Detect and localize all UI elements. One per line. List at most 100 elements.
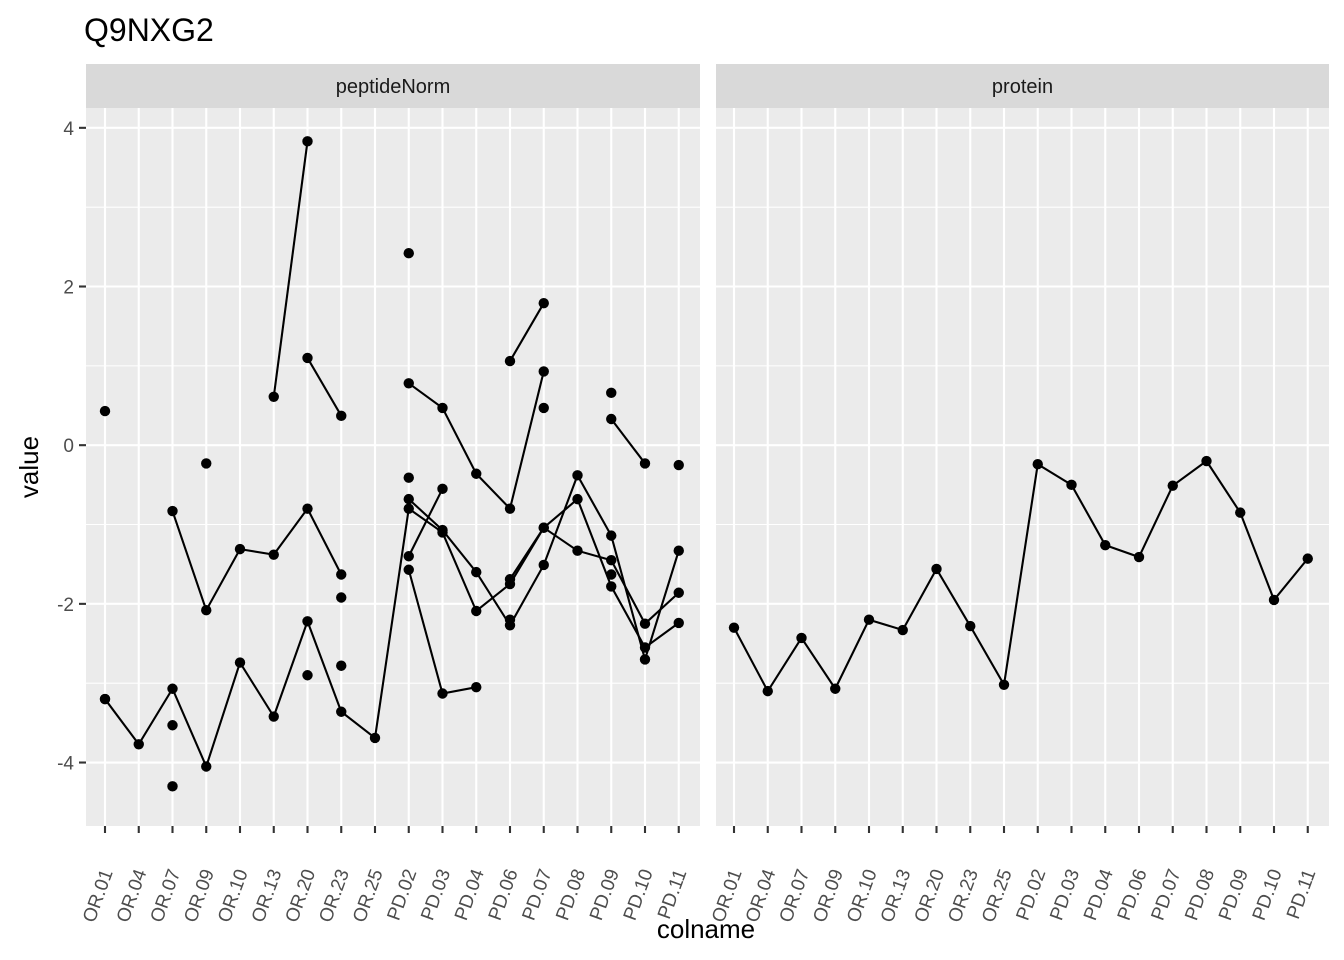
data-point — [201, 458, 212, 469]
x-tick-label: PD.11 — [1283, 867, 1320, 922]
data-point — [336, 569, 347, 580]
x-tick-label: OR.01 — [79, 867, 118, 926]
data-point — [1201, 455, 1212, 467]
data-point — [1032, 459, 1043, 470]
x-tick-label: OR.20 — [282, 867, 321, 926]
x-tick-label: OR.13 — [248, 867, 287, 926]
x-tick-label: PD.06 — [485, 867, 523, 924]
data-point — [639, 618, 651, 629]
data-point — [167, 683, 178, 694]
data-point — [1302, 553, 1313, 564]
strip-background — [716, 64, 1329, 108]
y-tick-label: 2 — [63, 278, 74, 299]
data-point — [639, 458, 651, 469]
data-point — [796, 632, 807, 644]
y-tick-label: 4 — [63, 119, 74, 140]
x-tick-label: PD.07 — [519, 867, 557, 924]
data-point — [1133, 551, 1145, 563]
data-point — [1167, 480, 1178, 491]
data-point — [99, 405, 111, 417]
series-line — [509, 497, 680, 650]
data-point — [572, 493, 583, 505]
data-point — [437, 524, 448, 536]
data-point — [673, 459, 684, 471]
x-tick-label: OR.09 — [809, 867, 848, 926]
data-point — [1268, 594, 1280, 606]
data-point — [572, 470, 583, 481]
data-point — [336, 592, 347, 603]
x-tick-label: OR.13 — [877, 867, 916, 926]
data-point — [302, 670, 313, 681]
data-point — [336, 706, 347, 717]
data-point — [673, 545, 684, 556]
facet-peptideNorm: peptideNorm OR.01OR.04OR.07OR.09OR.10OR.1… — [79, 64, 700, 925]
x-tick-label: OR.07 — [776, 867, 815, 926]
data-point — [403, 378, 414, 389]
y-tick-label: 0 — [63, 436, 74, 457]
y-tick-label: -2 — [57, 595, 74, 616]
series-line — [509, 302, 545, 362]
data-point — [234, 657, 246, 668]
x-tick-label: PD.10 — [1249, 867, 1287, 924]
x-tick-label: PD.03 — [1046, 867, 1084, 924]
data-point — [471, 566, 482, 578]
data-point — [538, 559, 549, 571]
data-point — [268, 391, 279, 402]
x-tick-label: PD.02 — [1013, 867, 1051, 924]
data-point — [606, 569, 617, 580]
strip-background — [86, 64, 700, 108]
data-point — [897, 624, 908, 636]
x-tick-label: PD.07 — [1148, 867, 1186, 924]
x-tick-label: OR.25 — [978, 867, 1017, 926]
data-point — [403, 551, 414, 562]
panel-background — [716, 108, 1329, 826]
series-line — [610, 418, 646, 465]
data-point — [403, 503, 414, 514]
x-tick-label: PD.02 — [384, 867, 422, 924]
facet-panels: peptideNormOR.01OR.04OR.07OR.09OR.10OR.1… — [57, 64, 1329, 925]
data-point — [762, 685, 773, 697]
series-line — [171, 506, 343, 613]
data-point — [133, 739, 144, 750]
data-point — [538, 402, 549, 414]
series-line — [733, 459, 1309, 694]
data-point — [639, 654, 651, 665]
panel-background — [86, 108, 700, 826]
x-tick-label: OR.09 — [180, 867, 219, 926]
data-point — [931, 563, 942, 575]
data-point — [830, 683, 841, 694]
facet-protein: proteinOR.01OR.04OR.07OR.09OR.10OR.13OR.… — [708, 64, 1329, 925]
data-point — [606, 387, 617, 399]
x-tick-label: OR.07 — [147, 867, 186, 926]
data-point — [336, 660, 347, 671]
data-point — [403, 564, 414, 575]
x-tick-label: OR.20 — [911, 867, 950, 926]
data-point — [268, 549, 279, 560]
data-point — [965, 620, 976, 632]
data-point — [403, 493, 414, 505]
data-point — [201, 605, 212, 616]
data-point — [167, 720, 178, 731]
x-axis-title: colname — [657, 914, 755, 944]
x-tick-label: PD.04 — [451, 866, 489, 923]
data-point — [99, 693, 111, 705]
data-point — [538, 297, 549, 309]
data-point — [437, 402, 448, 414]
data-point — [998, 679, 1010, 690]
data-point — [403, 472, 414, 483]
x-tick-label: OR.10 — [843, 867, 882, 926]
x-tick-label: PD.09 — [586, 867, 624, 924]
data-point — [673, 617, 684, 629]
data-point — [302, 352, 313, 364]
data-point — [302, 503, 313, 514]
data-point — [606, 413, 617, 425]
data-point — [606, 581, 617, 592]
data-point — [504, 574, 516, 585]
x-tick-label: PD.06 — [1114, 867, 1152, 924]
series-line — [306, 357, 343, 417]
x-tick-label: PD.08 — [1181, 867, 1219, 924]
data-point — [538, 366, 549, 377]
plot-title: Q9NXG2 — [84, 12, 214, 48]
data-point — [268, 711, 279, 722]
data-point — [471, 468, 482, 479]
